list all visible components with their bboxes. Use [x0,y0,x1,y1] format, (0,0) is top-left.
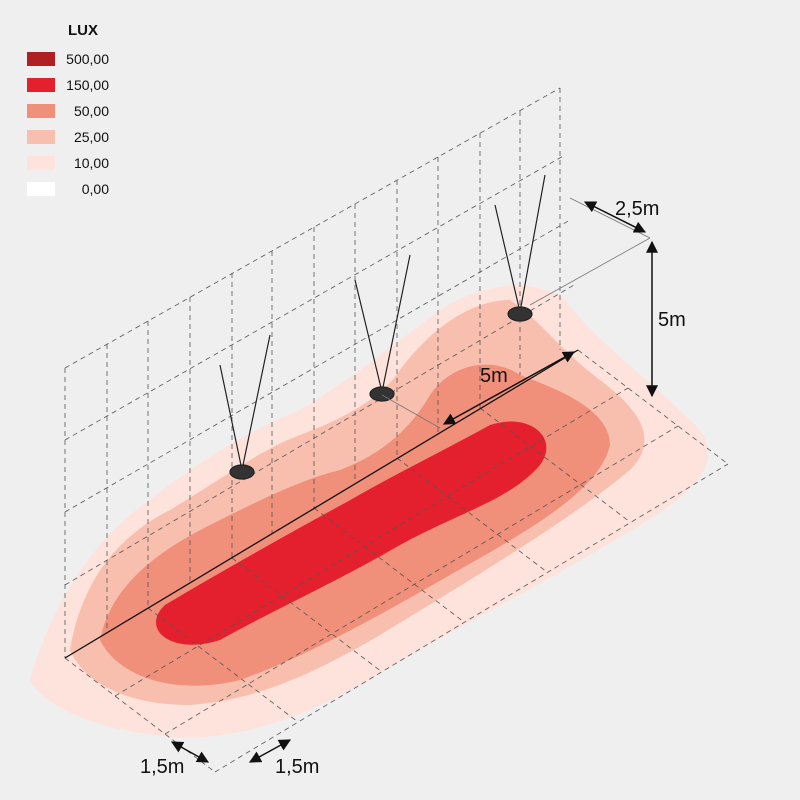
grid-line [313,507,465,623]
grid-line [479,407,631,523]
dimension-arrow [170,741,210,763]
zone-150 [156,421,547,645]
luminaire [229,464,255,480]
legend-swatch [27,104,55,118]
legend-swatch [27,52,55,66]
legend: LUX 500,00 150,00 50,00 25,00 10,00 0,00 [27,22,109,197]
grid-line [214,463,729,773]
grid-line [231,557,383,673]
luminaire [369,386,395,402]
grid-line [114,387,629,697]
cables [219,174,546,471]
legend-swatch [27,78,55,92]
legend-swatch [27,130,55,144]
legend-swatch [27,156,55,170]
grid-line [64,87,561,369]
dimension-arrow [442,351,576,425]
grid-line [396,457,548,573]
legend-label: 150,00 [66,77,109,93]
legend-label: 50,00 [74,103,109,119]
legend-label: 0,00 [82,181,109,197]
dimension-label: 5m [658,309,686,331]
extension-line [381,394,441,429]
grid-line [147,607,299,723]
dimension-label: 2,5m [615,198,659,220]
dimension-arrow [583,201,647,233]
grid-line [64,154,566,441]
legend-swatch [27,182,55,196]
luminaire [507,306,533,322]
dimension-label: 1,5m [275,756,319,778]
dimension-arrow [248,739,292,763]
ground-grid [64,349,729,773]
grid-line [577,349,729,465]
dimension-label: 5m [480,365,508,387]
legend-title: LUX [68,22,98,39]
dimensions: 2,5m 5m 5m 1,5m 1,5m [140,197,686,778]
legend-label: 25,00 [74,129,109,145]
legend-label: 10,00 [74,155,109,171]
grid-line [64,219,571,513]
extension-line [529,237,651,306]
luminaires [219,174,546,480]
legend-label: 500,00 [66,51,109,67]
grid-line [164,425,679,735]
dimension-label: 1,5m [140,756,184,778]
